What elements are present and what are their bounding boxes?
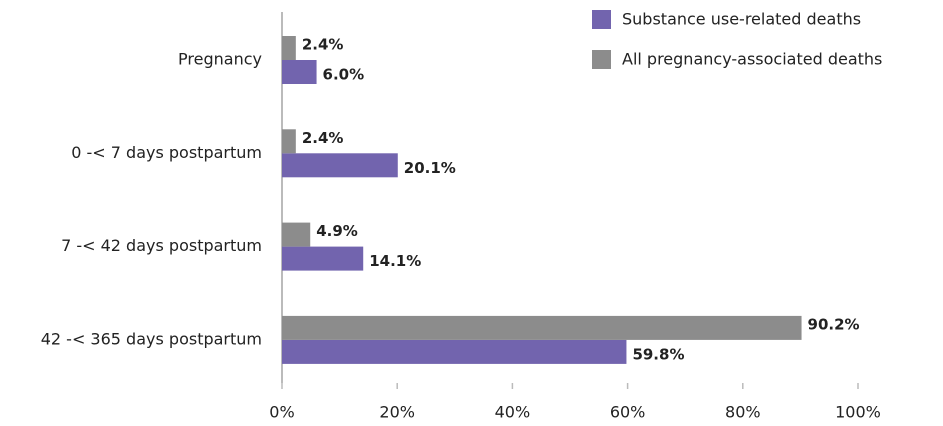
bar [282,222,311,247]
category-label: Pregnancy [178,50,262,69]
value-label: 6.0% [323,66,365,84]
legend-swatch [592,50,611,69]
x-tick-label: 80% [725,403,761,422]
bar [282,153,398,178]
value-label: 4.9% [316,222,358,240]
x-tick-label: 100% [835,403,881,422]
category-label: 42 -< 365 days postpartum [41,329,262,348]
value-label: 2.4% [302,36,344,54]
legend-label: All pregnancy-associated deaths [622,50,882,69]
bar [282,339,627,364]
legend-label: Substance use-related deaths [622,10,861,29]
value-label: 20.1% [404,159,456,177]
bar [282,60,317,84]
bar [282,36,296,60]
x-tick-label: 40% [495,403,531,422]
value-label: 14.1% [369,252,421,270]
category-label: 7 -< 42 days postpartum [61,236,262,255]
value-label: 90.2% [808,315,860,333]
bar [282,129,296,154]
value-label: 59.8% [632,345,684,363]
bar [282,315,802,340]
x-tick-label: 60% [610,403,646,422]
x-tick-label: 20% [379,403,415,422]
category-label: 0 -< 7 days postpartum [71,143,262,162]
bar [282,246,364,271]
value-label: 2.4% [302,129,344,147]
legend-swatch [592,10,611,29]
x-tick-label: 0% [269,403,294,422]
